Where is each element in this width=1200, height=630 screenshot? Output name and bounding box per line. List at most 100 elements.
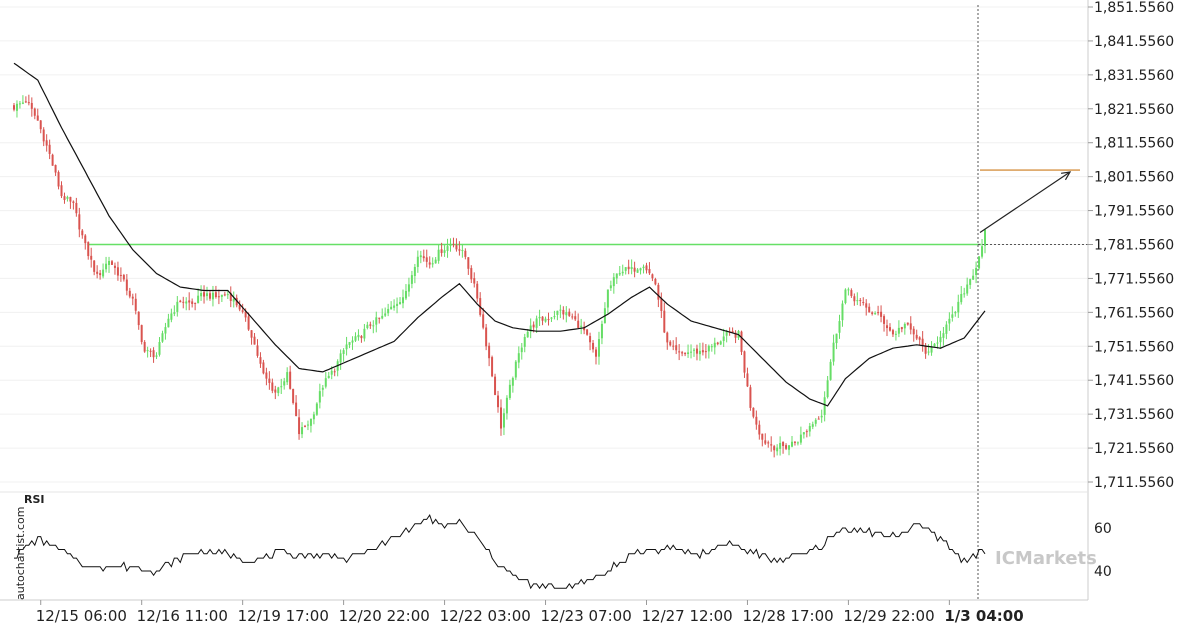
candle-body [862,302,865,304]
candle-body [871,312,874,314]
candle-body [265,372,268,379]
price-tick-label: 1,721.5560 [1094,441,1174,457]
candle-body [841,303,844,321]
candle-body [75,202,78,214]
candle-body [612,277,615,287]
candle-body [642,266,645,269]
time-tick-label: 12/23 07:00 [541,607,632,625]
price-tick-label: 1,771.5560 [1094,271,1174,287]
candle-body [796,442,799,444]
candle-body [339,353,342,363]
candle-body [128,290,131,297]
candle-body [538,316,541,319]
candle-body [51,154,54,166]
candle-body [847,289,850,291]
candle-body [544,318,547,322]
candle-body [241,310,244,312]
candle-body [422,256,425,259]
candle-body [419,255,422,258]
candle-body [942,333,945,338]
candle-body [161,333,164,342]
price-tick-label: 1,851.5560 [1094,0,1174,16]
candle-body [773,446,776,451]
candle-body [15,103,18,111]
candle-body [125,279,128,291]
candle-body [615,273,618,279]
candle-body [461,250,464,252]
candle-body [327,375,330,379]
candle-body [470,268,473,280]
candle-body [746,373,749,387]
candle-body [663,310,666,333]
candle-body [583,326,586,331]
candle-body [829,361,832,380]
candle-body [277,387,280,394]
candle-body [805,431,808,433]
candle-body [886,325,889,329]
candle-body [606,289,609,308]
candle-body [232,298,235,302]
candle-body [624,267,627,271]
candle-body [835,333,838,344]
candle-body [149,350,152,352]
candle-body [707,345,710,352]
candle-body [217,296,220,298]
candle-body [158,342,161,355]
rsi-axis-ticks: 60 40 [1094,521,1112,580]
candle-body [372,325,375,327]
candle-body [497,395,500,408]
candle-body [817,418,820,420]
candle-body [758,424,761,435]
candle-body [681,352,684,354]
candle-body [577,320,580,328]
candle-body [960,293,963,303]
candle-body [309,418,312,426]
candle-body [978,256,981,269]
candle-body [984,229,986,246]
candle-body [823,397,826,415]
candle-body [369,324,372,326]
candle-body [969,279,972,285]
candle-body [790,441,793,447]
candle-body [651,274,654,279]
candle-body [894,333,897,335]
candle-body [482,314,485,328]
rsi-tick-label: 40 [1094,564,1112,580]
candle-body [586,329,589,335]
candle-body [639,268,642,271]
candle-body [342,350,345,354]
candle-body [102,269,105,277]
candle-body [390,306,393,310]
candle-body [776,447,779,452]
candle-body [761,433,764,440]
candle-body [684,352,687,355]
candle-body [250,330,253,338]
candle-body [345,344,348,350]
candle-body [164,327,167,334]
candle-body [568,311,571,316]
candle-body [140,325,143,342]
candle-body [722,336,725,342]
candle-body [541,316,544,321]
candle-body [574,316,577,320]
candle-body [220,294,223,297]
candle-body [508,384,511,398]
price-tick-label: 1,781.5560 [1094,238,1174,254]
candle-body [271,382,274,391]
candle-body [333,371,336,373]
candle-body [244,311,247,318]
candle-body [87,242,90,257]
candle-body [645,265,648,271]
candle-body [627,266,630,270]
candle-body [381,315,384,319]
candle-body [755,416,758,425]
candle-body [176,301,179,312]
candle-body [188,300,191,303]
candle-body [930,346,933,353]
candle-body [740,331,743,352]
candle-body [455,245,458,250]
candle-body [384,313,387,316]
candle-body [488,345,491,359]
candle-body [767,442,770,444]
candle-body [562,309,565,315]
